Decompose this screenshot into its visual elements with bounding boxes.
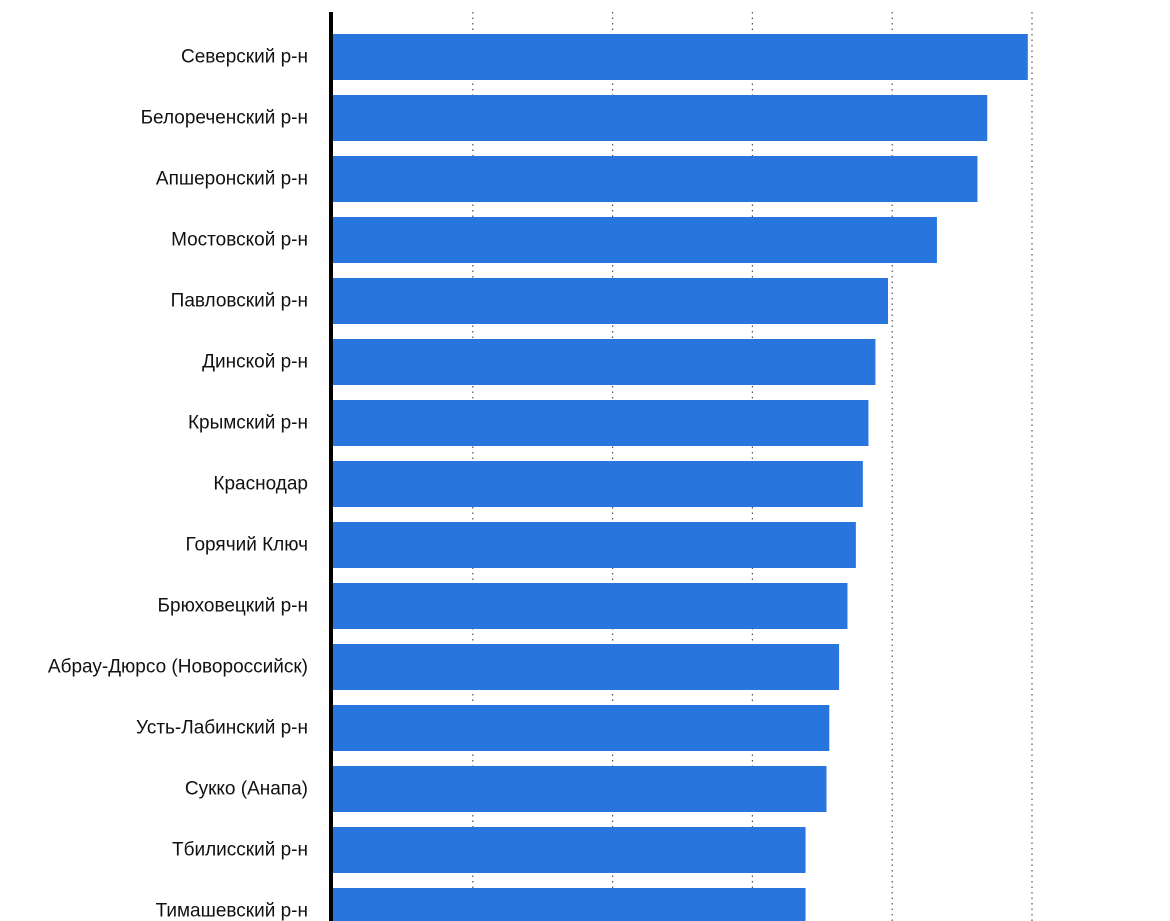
- category-label: Брюховецкий р-н: [158, 596, 308, 617]
- bar: [333, 34, 1028, 80]
- category-label: Абрау-Дюрсо (Новороссийск): [48, 657, 308, 678]
- bar: [333, 461, 863, 507]
- category-label: Динской р-н: [202, 352, 308, 373]
- category-label: Мостовской р-н: [171, 230, 308, 251]
- bar: [333, 583, 848, 629]
- category-label: Тимашевский р-н: [156, 901, 308, 921]
- category-labels: Северский р-н Белореченский р-н Апшеронски…: [48, 47, 308, 921]
- category-label: Усть-Лабинский р-н: [136, 718, 308, 739]
- bar: [333, 156, 978, 202]
- bar: [333, 827, 806, 873]
- bar: [333, 278, 889, 324]
- bar: [333, 95, 988, 141]
- category-label: Крымский р-н: [188, 413, 308, 434]
- category-label: Сукко (Анапа): [185, 779, 308, 800]
- bar: [333, 339, 876, 385]
- category-label: Горячий Ключ: [185, 535, 308, 556]
- bar: [333, 644, 840, 690]
- category-label: Краснодар: [213, 474, 308, 495]
- category-label: Тбилисский р-н: [172, 840, 308, 861]
- category-label: Апшеронский р-н: [156, 169, 308, 190]
- bar: [333, 522, 856, 568]
- bar: [333, 217, 937, 263]
- category-label: Северский р-н: [181, 47, 308, 68]
- bars: [333, 34, 1028, 921]
- bar: [333, 705, 830, 751]
- bar: [333, 766, 827, 812]
- category-label: Белореченский р-н: [141, 108, 308, 129]
- bar: [333, 400, 869, 446]
- category-label: Павловский р-н: [171, 291, 308, 312]
- bar: [333, 888, 806, 921]
